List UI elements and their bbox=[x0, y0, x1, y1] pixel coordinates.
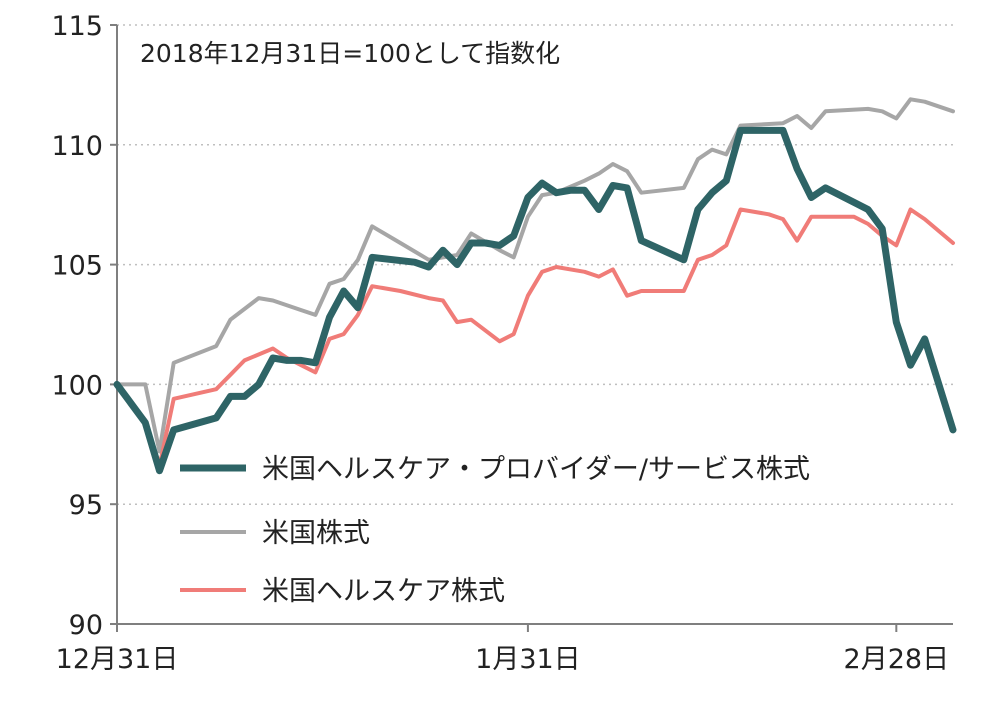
legend-label-1: 米国株式 bbox=[262, 518, 370, 549]
series-lines bbox=[113, 97, 957, 475]
y-tick-label: 95 bbox=[69, 490, 103, 521]
legend-label-0: 米国ヘルスケア・プロバイダー/サービス株式 bbox=[262, 454, 810, 485]
x-tick-label: 12月31日 bbox=[56, 644, 179, 675]
y-tick-label: 110 bbox=[51, 131, 103, 162]
x-tick-label: 2月28日 bbox=[844, 644, 950, 675]
y-tick-label: 100 bbox=[51, 370, 103, 401]
x-tick-labels: 12月31日 1月31日 2月28日 bbox=[56, 624, 949, 675]
y-tick-labels: 115 110 105 100 95 90 bbox=[51, 11, 117, 641]
legend-label-2: 米国ヘルスケア株式 bbox=[262, 576, 505, 607]
chart-annotation: 2018年12月31日=100として指数化 bbox=[140, 39, 560, 68]
y-tick-label: 105 bbox=[51, 251, 103, 282]
series-line-1 bbox=[115, 97, 955, 454]
x-tick-label: 1月31日 bbox=[475, 644, 581, 675]
series-line-0 bbox=[113, 126, 957, 475]
y-tick-label: 115 bbox=[51, 11, 103, 42]
series-line-2 bbox=[115, 207, 955, 468]
axes bbox=[116, 25, 953, 625]
y-tick-label: 90 bbox=[69, 610, 103, 641]
gridlines bbox=[117, 24, 953, 505]
